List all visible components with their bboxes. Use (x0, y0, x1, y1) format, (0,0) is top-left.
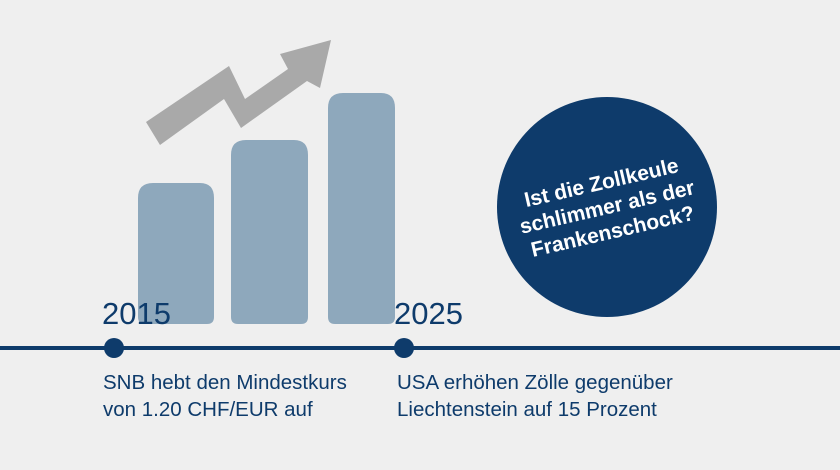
year-2025-label: 2025 (394, 296, 463, 331)
question-badge: Ist die Zollkeule schlimmer als der Fran… (497, 97, 717, 317)
event-2015-caption-line-1: SNB hebt den Mindestkurs (103, 371, 347, 394)
year-2015-label: 2015 (102, 296, 171, 331)
event-2025-caption-line-2: Liechtenstein auf 15 Prozent (397, 398, 657, 421)
event-2025-caption-line-1: USA erhöhen Zölle gegenüber (397, 371, 673, 394)
rising-arrow-icon (146, 40, 331, 145)
event-2015-caption-line-2: von 1.20 CHF/EUR auf (103, 398, 313, 421)
bar-chart-bar-3 (328, 93, 395, 324)
bar-chart-bar-1 (138, 183, 214, 324)
timeline-marker-2025 (394, 338, 414, 358)
event-2025-caption: USA erhöhen Zölle gegenüber Liechtenstei… (397, 369, 673, 423)
timeline-marker-2015 (104, 338, 124, 358)
bar-chart-bar-2 (231, 140, 308, 324)
event-2015-caption: SNB hebt den Mindestkurs von 1.20 CHF/EU… (103, 369, 347, 423)
